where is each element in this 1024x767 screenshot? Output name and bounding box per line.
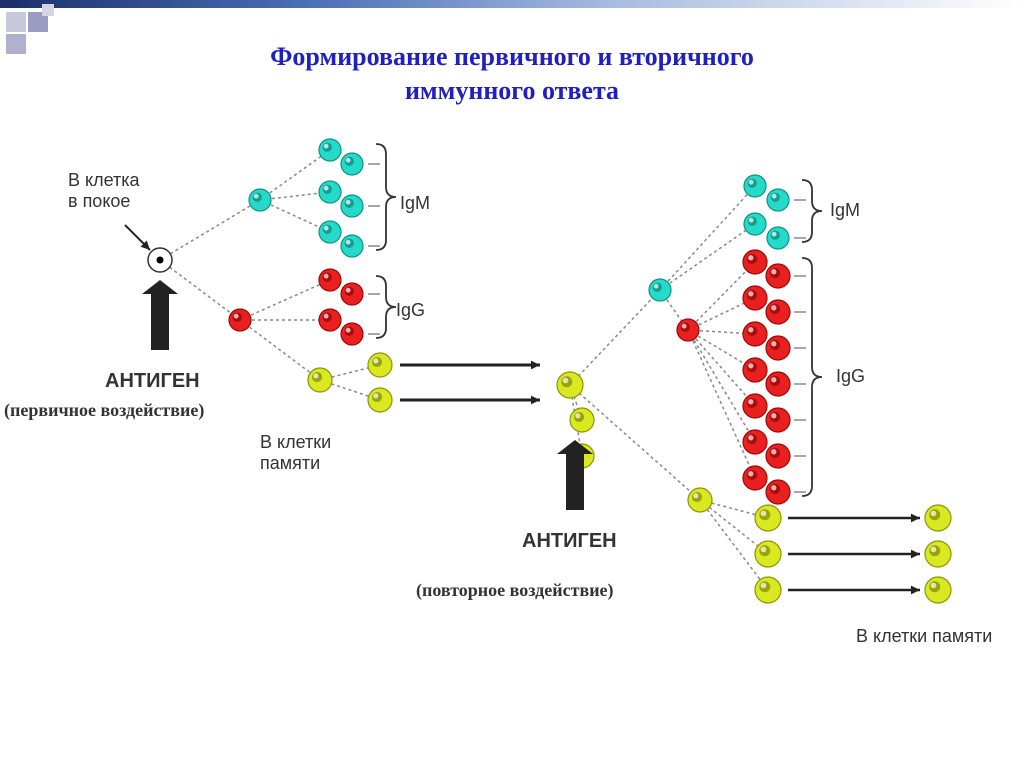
- title-line2: иммунного ответа: [0, 76, 1024, 106]
- label-antigen-2: АНТИГЕН: [522, 530, 617, 553]
- label-primary-exposure: (первичное воздействие): [4, 400, 204, 421]
- immune-response-diagram: [0, 130, 1024, 750]
- label-secondary-exposure: (повторное воздействие): [416, 580, 614, 601]
- title-line1: Формирование первичного и вторичного: [0, 42, 1024, 72]
- label-bcell-rest: В клетка в покое: [68, 170, 140, 212]
- label-igm-1: IgM: [400, 193, 430, 214]
- label-igg-1: IgG: [396, 300, 425, 321]
- header-gradient: [0, 0, 1024, 8]
- label-memory-cells-2: В клетки памяти: [856, 626, 992, 647]
- label-igm-2: IgM: [830, 200, 860, 221]
- label-antigen-1: АНТИГЕН: [105, 370, 200, 393]
- label-igg-2: IgG: [836, 366, 865, 387]
- label-memory-cells-1: В клетки памяти: [260, 432, 331, 474]
